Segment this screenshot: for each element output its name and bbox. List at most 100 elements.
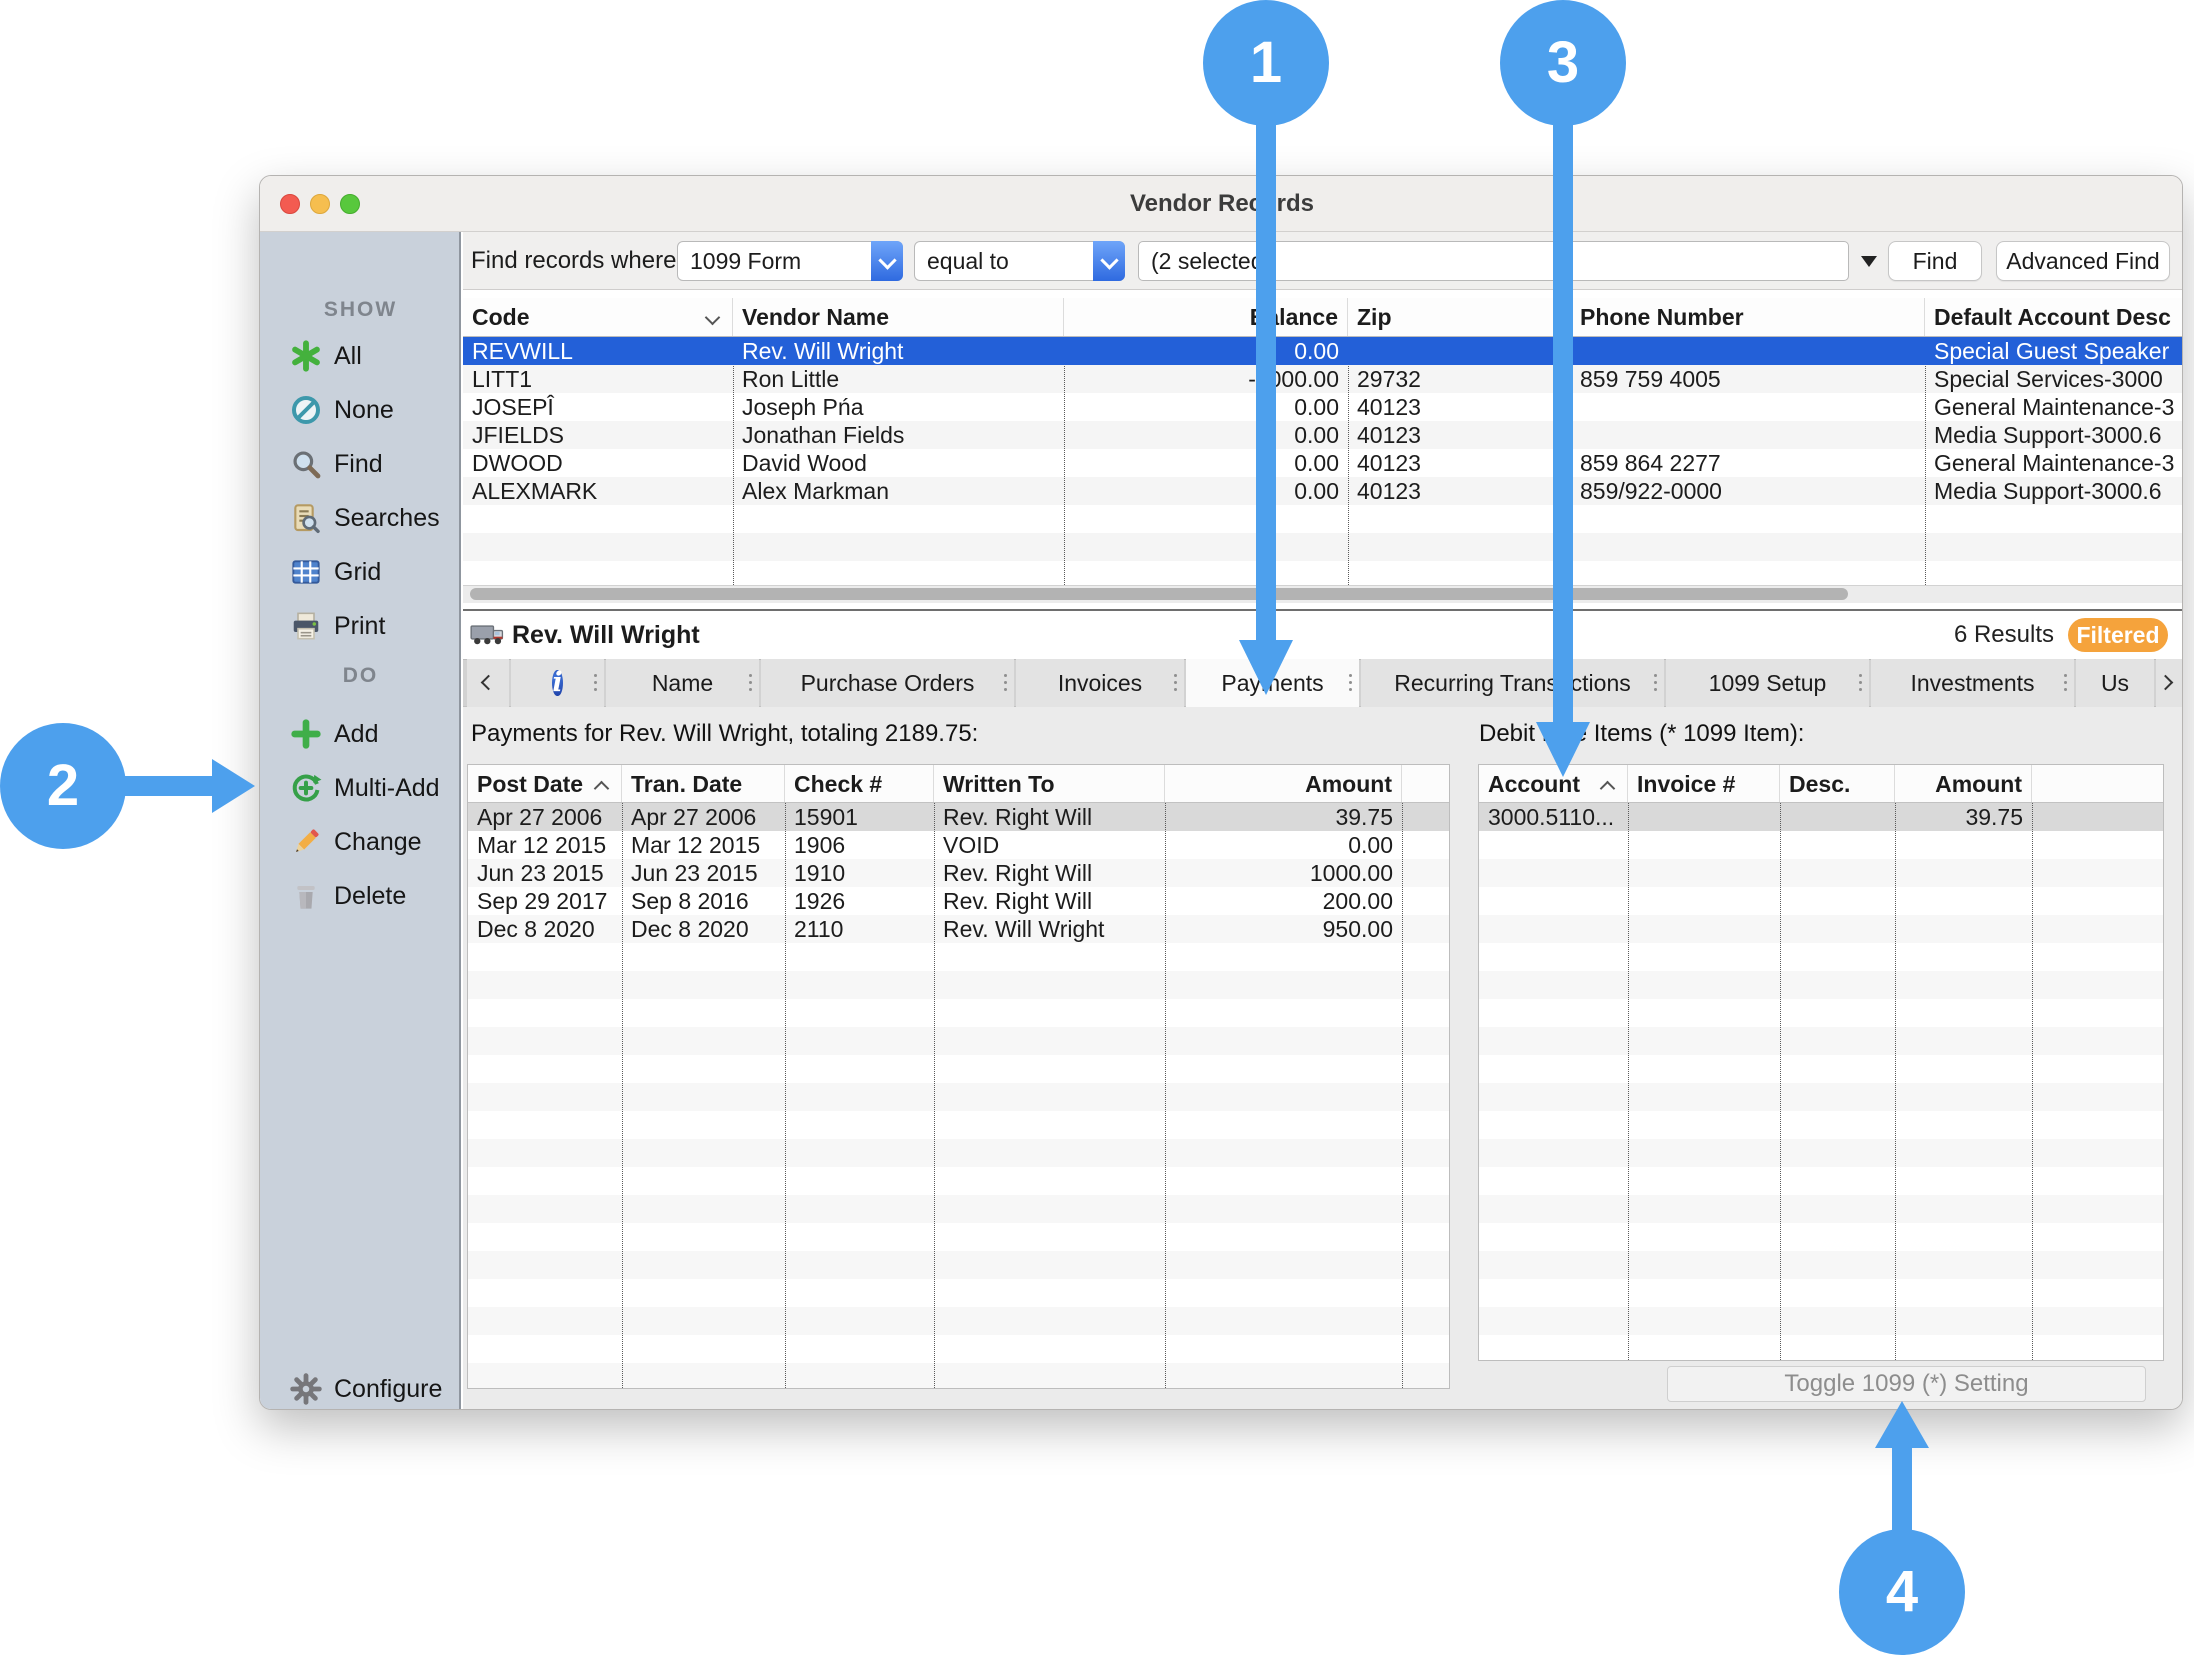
column-header-balance[interactable]: Balance — [1064, 298, 1348, 336]
value-history-caret-icon[interactable] — [1861, 256, 1877, 267]
find-button[interactable]: Find — [1888, 241, 1982, 281]
tab-name[interactable]: Name — [606, 659, 759, 707]
sidebar-item-print[interactable]: Print — [260, 606, 461, 646]
printer-icon — [284, 608, 328, 644]
tabs-scroll-right-button[interactable] — [2156, 659, 2182, 707]
sidebar-item-multi-add[interactable]: Multi-Add — [260, 768, 461, 808]
tab-users-truncated[interactable]: Us — [2076, 659, 2154, 707]
sidebar-item-change[interactable]: Change — [260, 822, 461, 862]
find-records-label: Find records where — [471, 247, 677, 274]
sidebar-item-label: Configure — [334, 1375, 443, 1403]
table-row[interactable]: Jun 23 2015 Jun 23 2015 1910 Rev. Right … — [468, 859, 1449, 887]
sidebar-item-none[interactable]: None — [260, 390, 461, 430]
column-header-post-date[interactable]: Post Date — [468, 765, 622, 802]
column-header-invoice-number[interactable]: Invoice # — [1628, 765, 1780, 802]
column-header-account[interactable]: Default Account Desc — [1934, 304, 2171, 330]
tab-invoices[interactable]: Invoices — [1016, 659, 1184, 707]
vendor-table-header: Code Vendor Name Balance Zip Phone Numbe… — [463, 298, 2182, 337]
document-magnifier-icon — [284, 500, 328, 536]
table-row[interactable]: Sep 29 2017 Sep 8 2016 1926 Rev. Right W… — [468, 887, 1449, 915]
debit-panel-title: Debit Line Items (* 1099 Item): — [1479, 720, 1805, 747]
filtered-badge[interactable]: Filtered — [2068, 618, 2168, 652]
table-row[interactable]: 3000.5110... 39.75 — [1479, 803, 2163, 831]
close-window-icon[interactable] — [280, 194, 300, 214]
sort-desc-icon — [704, 309, 721, 326]
field-dropdown-value: 1099 Form — [690, 248, 802, 274]
table-row[interactable]: JFIELDS Jonathan Fields 0.00 40123 Media… — [463, 421, 2182, 449]
sidebar-item-label: Delete — [334, 882, 407, 910]
sidebar-item-find[interactable]: Find — [260, 444, 461, 484]
column-header-tran-date[interactable]: Tran. Date — [622, 765, 785, 802]
column-header-check-number[interactable]: Check # — [785, 765, 934, 802]
tabs-scroll-left-button[interactable] — [467, 659, 509, 707]
grid-icon — [284, 554, 328, 590]
column-header-amount[interactable]: Amount — [1165, 765, 1402, 802]
section-divider — [463, 609, 2182, 611]
tab-1099-setup[interactable]: 1099 Setup — [1666, 659, 1869, 707]
tab-separator-icon — [1004, 674, 1007, 677]
column-header-written-to[interactable]: Written To — [934, 765, 1165, 802]
column-header-zip[interactable]: Zip — [1348, 298, 1571, 336]
sidebar-item-grid[interactable]: Grid — [260, 552, 461, 592]
table-row[interactable]: DWOOD David Wood 0.00 40123 859 864 2277… — [463, 449, 2182, 477]
callout-1-arrowhead-icon — [1239, 640, 1293, 695]
sort-asc-icon — [593, 780, 610, 797]
horizontal-scrollbar-thumb[interactable] — [470, 588, 1848, 600]
sidebar-item-label: Change — [334, 828, 422, 856]
chevron-down-icon — [871, 241, 903, 281]
magnifier-icon — [284, 446, 328, 482]
table-row[interactable]: Dec 8 2020 Dec 8 2020 2110 Rev. Will Wri… — [468, 915, 1449, 943]
sidebar-item-searches[interactable]: Searches — [260, 498, 461, 538]
debit-line-items-table: Account Invoice # Desc. Amount 3000.5110… — [1478, 764, 2164, 1361]
callout-1-circle: 1 — [1203, 0, 1329, 126]
column-header-desc[interactable]: Desc. — [1780, 765, 1895, 802]
sidebar-item-add[interactable]: Add — [260, 714, 461, 754]
trash-icon — [284, 878, 328, 914]
sidebar-item-configure[interactable]: Configure — [260, 1369, 461, 1409]
debit-table-header: Account Invoice # Desc. Amount — [1479, 765, 2163, 803]
sidebar: SHOW All None Find — [260, 232, 461, 1409]
sidebar-item-label: Find — [334, 450, 383, 478]
table-row[interactable]: Apr 27 2006 Apr 27 2006 15901 Rev. Right… — [468, 803, 1449, 831]
sidebar-item-label: Print — [334, 612, 386, 640]
callout-3-arrow-shaft — [1553, 120, 1573, 722]
operator-dropdown[interactable]: equal to — [914, 241, 1125, 281]
sidebar-item-label: Grid — [334, 558, 382, 586]
tab-info[interactable] — [511, 659, 604, 707]
operator-dropdown-value: equal to — [927, 248, 1009, 274]
callout-3-arrowhead-icon — [1536, 722, 1590, 777]
toggle-1099-setting-button[interactable]: Toggle 1099 (*) Setting — [1667, 1366, 2146, 1402]
sidebar-item-all[interactable]: All — [260, 336, 461, 376]
title-bar: Vendor Records — [260, 176, 2182, 232]
tab-separator-icon — [1174, 674, 1177, 677]
column-header-amount[interactable]: Amount — [1895, 765, 2032, 802]
sidebar-item-label: None — [334, 396, 394, 424]
table-row[interactable]: LITT1 Ron Little -1000.00 29732 859 759 … — [463, 365, 2182, 393]
sidebar-item-label: Searches — [334, 504, 440, 532]
table-row[interactable]: ALEXMARK Alex Markman 0.00 40123 859/922… — [463, 477, 2182, 505]
zoom-window-icon[interactable] — [340, 194, 360, 214]
payments-table: Post Date Tran. Date Check # Written To … — [467, 764, 1450, 1389]
callout-1-arrow-shaft — [1256, 120, 1276, 640]
sidebar-item-delete[interactable]: Delete — [260, 876, 461, 916]
callout-4-arrow-shaft — [1892, 1446, 1912, 1531]
tab-separator-icon — [2064, 674, 2067, 677]
column-header-code[interactable]: Code — [463, 298, 733, 336]
search-value-input[interactable]: (2 selected — [1138, 241, 1849, 281]
column-header-vendor-name[interactable]: Vendor Name — [733, 298, 1064, 336]
payments-table-body: Apr 27 2006 Apr 27 2006 15901 Rev. Right… — [468, 803, 1449, 1388]
column-header-phone[interactable]: Phone Number — [1571, 298, 1925, 336]
plus-icon — [284, 716, 328, 752]
tab-recurring-transactions[interactable]: Recurring Transactions — [1361, 659, 1664, 707]
minimize-window-icon[interactable] — [310, 194, 330, 214]
tab-purchase-orders[interactable]: Purchase Orders — [761, 659, 1014, 707]
callout-4-circle: 4 — [1839, 1529, 1965, 1655]
results-count: 6 Results — [1953, 621, 2054, 648]
table-row[interactable]: REVWILL Rev. Will Wright 0.00 Special Gu… — [463, 337, 2182, 365]
field-dropdown[interactable]: 1099 Form — [677, 241, 903, 281]
tab-investments[interactable]: Investments — [1871, 659, 2074, 707]
table-row[interactable]: Mar 12 2015 Mar 12 2015 1906 VOID 0.00 — [468, 831, 1449, 859]
table-row[interactable]: JOSEPÎ Joseph Pńa 0.00 40123 General Mai… — [463, 393, 2182, 421]
advanced-find-button[interactable]: Advanced Find — [1996, 241, 2170, 281]
